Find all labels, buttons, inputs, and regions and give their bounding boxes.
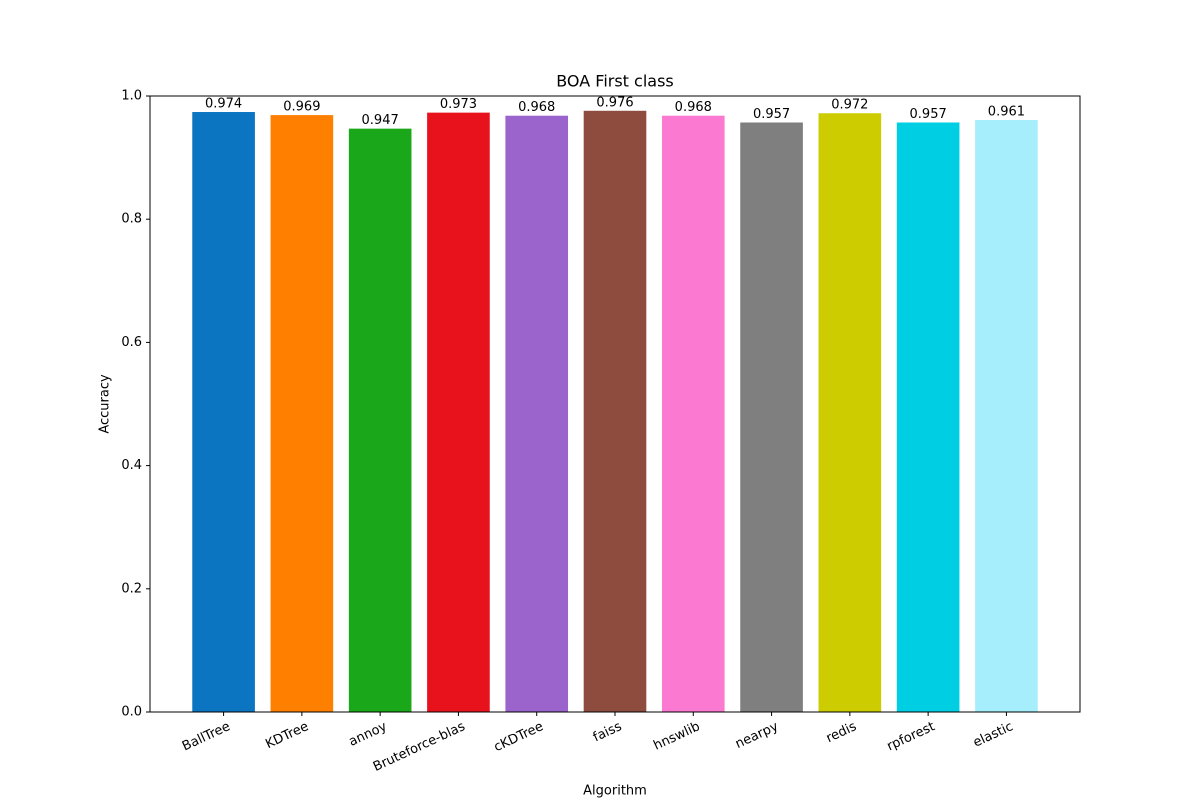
bar	[192, 112, 255, 713]
data-label: 0.972	[831, 98, 868, 113]
bar	[427, 112, 490, 712]
bar	[740, 122, 803, 713]
bar	[505, 115, 569, 713]
y-tick-label: 0.6	[121, 335, 142, 350]
bar	[583, 110, 647, 712]
data-label: 0.974	[205, 97, 242, 112]
bar	[661, 115, 725, 713]
plot-frame	[149, 95, 1081, 713]
x-tick-label: faiss	[591, 719, 624, 745]
y-tick-label: 1.0	[121, 89, 142, 104]
y-tick-label: 0.2	[121, 581, 142, 596]
bar	[270, 115, 334, 712]
data-label: 0.947	[362, 113, 399, 128]
data-label: 0.973	[440, 97, 477, 112]
x-tick-label: hnswlib	[651, 719, 702, 753]
x-tick-label: annoy	[347, 719, 390, 750]
bar	[818, 113, 882, 713]
x-tick-label: nearpy	[733, 719, 781, 752]
data-label: 0.968	[518, 100, 555, 115]
data-label: 0.957	[753, 107, 790, 122]
data-label: 0.968	[675, 100, 712, 115]
x-axis-label: Algorithm	[583, 784, 647, 799]
x-tick-label: KDTree	[263, 719, 311, 752]
data-label: 0.961	[988, 105, 1025, 120]
data-label: 0.957	[910, 107, 947, 122]
y-tick-label: 0.8	[121, 212, 142, 227]
bar	[348, 128, 412, 712]
y-axis-label: Accuracy	[98, 374, 113, 434]
bar	[896, 122, 960, 713]
data-label: 0.969	[283, 100, 320, 115]
x-tick-label: redis	[824, 719, 859, 746]
chart-title: BOA First class	[556, 72, 674, 91]
data-label: 0.976	[596, 95, 633, 110]
x-tick-label: BallTree	[180, 719, 233, 754]
y-tick-label: 0.0	[121, 705, 142, 720]
x-tick-label: elastic	[971, 719, 1016, 750]
bar	[975, 120, 1038, 713]
x-tick-label: rpforest	[885, 719, 938, 754]
x-tick-label: cKDTree	[492, 719, 546, 755]
y-tick-label: 0.4	[121, 458, 142, 473]
